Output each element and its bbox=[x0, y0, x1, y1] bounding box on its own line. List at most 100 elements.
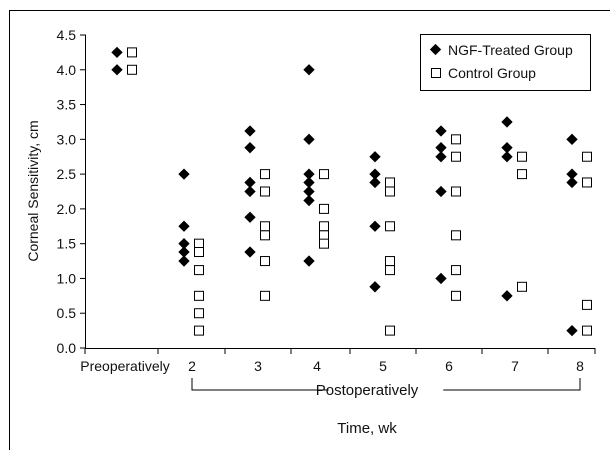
ngf-point bbox=[501, 290, 513, 302]
ngf-point bbox=[435, 125, 447, 137]
legend-label-control: Control Group bbox=[448, 65, 536, 81]
ngf-point bbox=[369, 151, 381, 163]
ngf-point bbox=[303, 194, 315, 207]
ngf-point bbox=[303, 255, 315, 267]
ngf-point bbox=[244, 125, 256, 137]
control-point bbox=[319, 169, 329, 180]
y-tick-label: 4.0 bbox=[57, 62, 77, 78]
control-point bbox=[194, 290, 204, 301]
y-tick-label: 0.0 bbox=[57, 340, 77, 356]
ngf-point bbox=[369, 220, 381, 232]
ngf-point bbox=[244, 246, 256, 258]
ngf-point bbox=[303, 185, 315, 198]
legend-label-ngf: NGF-Treated Group bbox=[448, 42, 573, 58]
y-axis-ticks: 0.0 0.5 1.0 1.5 2.0 2.5 3.0 3.5 4.0 4.5 bbox=[57, 27, 86, 356]
ngf-point bbox=[178, 220, 190, 232]
control-point bbox=[260, 290, 270, 301]
control-point bbox=[194, 308, 204, 319]
control-point bbox=[385, 221, 395, 232]
ngf-point bbox=[369, 176, 381, 189]
ngf-point bbox=[111, 46, 123, 59]
ngf-point bbox=[178, 246, 190, 258]
control-point bbox=[319, 230, 329, 241]
control-point bbox=[385, 265, 395, 276]
x-tick-label: 2 bbox=[188, 358, 196, 374]
x-tick-label: Preoperatively bbox=[80, 358, 170, 374]
control-point bbox=[451, 134, 461, 145]
bracket-right bbox=[443, 378, 581, 391]
control-point bbox=[385, 186, 395, 197]
x-tick-label: 8 bbox=[576, 358, 584, 374]
control-point bbox=[517, 151, 527, 162]
control-point bbox=[127, 64, 137, 75]
ngf-point bbox=[178, 168, 190, 180]
ngf-point bbox=[303, 133, 315, 145]
postoperatively-bracket bbox=[191, 378, 581, 391]
control-point bbox=[319, 203, 329, 214]
ngf-point bbox=[303, 176, 315, 189]
x-tick-label: 3 bbox=[254, 358, 262, 374]
control-point bbox=[582, 177, 592, 188]
legend: NGF-Treated Group Control Group bbox=[420, 34, 591, 91]
ngf-point bbox=[303, 64, 315, 76]
y-tick-label: 2.5 bbox=[57, 166, 77, 182]
legend-marker-control bbox=[431, 68, 441, 78]
control-point bbox=[385, 256, 395, 267]
ngf-point bbox=[435, 151, 447, 163]
x-tick-label: 5 bbox=[379, 358, 387, 374]
control-point bbox=[582, 151, 592, 162]
y-tick-label: 3.0 bbox=[57, 131, 77, 147]
ngf-point bbox=[111, 64, 123, 76]
x-tick-label: 4 bbox=[313, 358, 321, 374]
control-point bbox=[260, 230, 270, 241]
ngf-point bbox=[566, 324, 578, 337]
control-point bbox=[260, 221, 270, 232]
control-point bbox=[385, 325, 395, 336]
y-axis-title: Corneal Sensitivity, cm bbox=[25, 120, 41, 261]
ngf-point bbox=[566, 168, 578, 180]
x-tick-label: 7 bbox=[511, 358, 519, 374]
ngf-point bbox=[369, 281, 381, 293]
control-point bbox=[260, 256, 270, 267]
y-tick-label: 0.5 bbox=[57, 305, 77, 321]
bracket-left bbox=[191, 378, 329, 391]
ngf-point bbox=[501, 142, 513, 154]
x-tick-label: 6 bbox=[445, 358, 453, 374]
ngf-point bbox=[244, 211, 256, 223]
control-point bbox=[194, 265, 204, 276]
x-axis-ticks: Preoperatively 2 3 4 5 6 7 8 bbox=[80, 348, 596, 374]
ngf-point bbox=[303, 168, 315, 180]
control-point bbox=[385, 177, 395, 188]
control-point bbox=[451, 186, 461, 197]
data-points bbox=[111, 46, 592, 337]
ngf-point bbox=[501, 116, 513, 128]
ngf-point bbox=[435, 272, 447, 285]
postoperatively-label: Postoperatively bbox=[316, 382, 419, 399]
legend-box bbox=[420, 34, 591, 91]
ngf-point bbox=[178, 238, 190, 250]
y-tick-label: 1.5 bbox=[57, 236, 77, 252]
y-tick-label: 4.5 bbox=[57, 27, 77, 43]
control-point bbox=[260, 186, 270, 197]
control-point bbox=[451, 265, 461, 276]
control-point bbox=[319, 238, 329, 249]
control-point bbox=[517, 169, 527, 180]
control-point bbox=[582, 299, 592, 310]
control-point bbox=[194, 325, 204, 336]
ngf-point bbox=[501, 151, 513, 163]
control-point bbox=[517, 281, 527, 292]
legend-marker-ngf bbox=[429, 43, 442, 56]
ngf-point bbox=[178, 255, 190, 267]
ngf-point bbox=[244, 176, 256, 189]
control-point bbox=[319, 221, 329, 232]
control-point bbox=[194, 238, 204, 249]
ngf-point bbox=[566, 176, 578, 189]
x-axis-title: Time, wk bbox=[337, 420, 397, 437]
y-tick-label: 3.5 bbox=[57, 97, 77, 113]
control-point bbox=[451, 151, 461, 162]
ngf-point bbox=[435, 185, 447, 198]
control-point bbox=[194, 247, 204, 258]
ngf-point bbox=[435, 142, 447, 154]
